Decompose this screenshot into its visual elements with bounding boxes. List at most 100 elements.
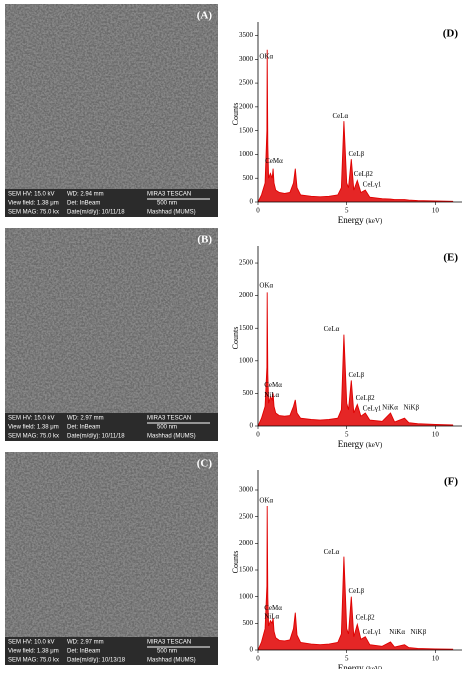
- peak-label: CeMα: [265, 157, 283, 165]
- info-text: Date(m/d/y): 10/11/18: [67, 434, 125, 440]
- peak-label: CeLγ1: [363, 405, 382, 413]
- info-text: WD: 2.97 mm: [67, 640, 104, 646]
- peak-label: NiKα: [389, 628, 405, 636]
- info-text: MIRA3 TESCAN: [147, 416, 191, 422]
- info-text: View field: 1.38 μm: [8, 425, 59, 431]
- y-tick-label: 2000: [239, 539, 254, 547]
- x-axis-unit: (keV): [366, 217, 383, 225]
- y-axis-label: Counts: [231, 327, 240, 350]
- peak-label: NiLα: [264, 613, 279, 621]
- info-text: View field: 1.38 μm: [8, 649, 59, 655]
- x-axis-unit: (keV): [366, 441, 383, 449]
- peak-label: OKα: [259, 53, 273, 61]
- x-axis-label-text: Energy: [338, 663, 364, 669]
- spectrum: [257, 292, 454, 427]
- spectrum: [257, 505, 454, 651]
- info-text: MIRA3 TESCAN: [147, 192, 191, 198]
- peak-label: CeLα: [333, 112, 349, 120]
- sem-texture: [5, 228, 218, 413]
- peak-label: CeLβ: [348, 371, 364, 379]
- info-text: Mashhad (MUMS): [147, 210, 196, 216]
- info-text: Date(m/d/y): 10/11/18: [67, 210, 125, 216]
- y-tick-label: 3000: [239, 486, 254, 494]
- peak-label: CeLβ2: [356, 394, 376, 402]
- info-text: SEM MAG: 75.0 kx: [8, 658, 59, 664]
- peak-label: CeLγ1: [363, 180, 382, 188]
- x-tick-label: 10: [432, 431, 440, 439]
- peak-label: OKα: [259, 496, 273, 504]
- info-text: Det: InBeam: [67, 649, 100, 655]
- peak-label: CeLβ: [348, 587, 364, 595]
- peak-label: CeMα: [264, 381, 282, 389]
- info-text: Det: InBeam: [67, 425, 100, 431]
- panel-label: (C): [197, 458, 213, 470]
- x-axis-label: Energy (keV): [338, 663, 383, 669]
- y-tick-label: 0: [250, 646, 254, 654]
- info-bar: [5, 637, 218, 665]
- x-axis-label: Energy (keV): [338, 439, 383, 449]
- peak-label: CeLγ1: [363, 628, 382, 636]
- sem-texture: [5, 4, 218, 189]
- y-tick-label: 2500: [239, 259, 254, 267]
- x-tick-label: 0: [256, 431, 260, 439]
- y-tick-label: 1000: [239, 150, 254, 158]
- sem-texture: [5, 452, 218, 637]
- info-text: Det: InBeam: [67, 201, 100, 207]
- y-tick-label: 2000: [239, 291, 254, 299]
- y-tick-label: 2500: [239, 79, 254, 87]
- y-tick-label: 500: [243, 619, 254, 627]
- info-text: SEM MAG: 75.0 kx: [8, 434, 59, 440]
- y-axis-label: Counts: [231, 103, 240, 126]
- panel-label: (D): [443, 28, 459, 40]
- y-tick-label: 3500: [239, 31, 254, 39]
- info-text: 500 nm: [157, 649, 177, 655]
- peak-label: CeMα: [264, 604, 282, 612]
- y-tick-label: 2500: [239, 512, 254, 520]
- info-bar: [5, 413, 218, 441]
- peak-label: OKα: [259, 281, 273, 289]
- peak-label: NiKβ: [403, 403, 419, 411]
- info-bar: [5, 189, 218, 217]
- info-text: SEM HV: 15.0 kV: [8, 416, 54, 422]
- peak-label: NiLα: [264, 391, 279, 399]
- peak-label: CeLα: [324, 548, 340, 556]
- x-axis-label: Energy (keV): [338, 215, 383, 225]
- y-tick-label: 1500: [239, 566, 254, 574]
- x-tick-label: 0: [256, 207, 260, 215]
- peak-label: CeLβ2: [354, 170, 374, 178]
- y-tick-label: 1000: [239, 592, 254, 600]
- info-text: SEM HV: 10.0 kV: [8, 640, 54, 646]
- y-tick-label: 3000: [239, 55, 254, 63]
- y-tick-label: 2000: [239, 102, 254, 110]
- x-tick-label: 0: [256, 655, 260, 663]
- info-text: Mashhad (MUMS): [147, 658, 196, 664]
- info-text: WD: 2.94 mm: [67, 192, 104, 198]
- spectrum: [257, 49, 454, 203]
- x-tick-label: 5: [345, 431, 349, 439]
- info-text: View field: 1.38 μm: [8, 201, 59, 207]
- x-tick-label: 10: [432, 655, 440, 663]
- x-axis-label-text: Energy: [338, 215, 364, 225]
- y-tick-label: 1000: [239, 356, 254, 364]
- info-text: MIRA3 TESCAN: [147, 640, 191, 646]
- info-text: SEM MAG: 75.0 kx: [8, 210, 59, 216]
- panel-label: (B): [197, 234, 212, 246]
- y-tick-label: 500: [243, 174, 254, 182]
- x-axis-unit: (keV): [366, 665, 383, 669]
- peak-label: CeLα: [324, 325, 340, 333]
- info-text: SEM HV: 15.0 kV: [8, 192, 54, 198]
- spectrum-fill: [258, 292, 454, 426]
- spectrum-fill: [258, 49, 454, 202]
- peak-label: NiKα: [382, 403, 398, 411]
- panel-label: (A): [197, 10, 213, 22]
- y-tick-label: 500: [243, 389, 254, 397]
- info-text: Mashhad (MUMS): [147, 434, 196, 440]
- y-tick-label: 0: [250, 198, 254, 206]
- peak-label: CeLβ2: [356, 614, 376, 622]
- y-axis-label: Counts: [231, 551, 240, 574]
- y-tick-label: 1500: [239, 126, 254, 134]
- info-text: 500 nm: [157, 201, 177, 207]
- info-text: 500 nm: [157, 425, 177, 431]
- y-tick-label: 0: [250, 422, 254, 430]
